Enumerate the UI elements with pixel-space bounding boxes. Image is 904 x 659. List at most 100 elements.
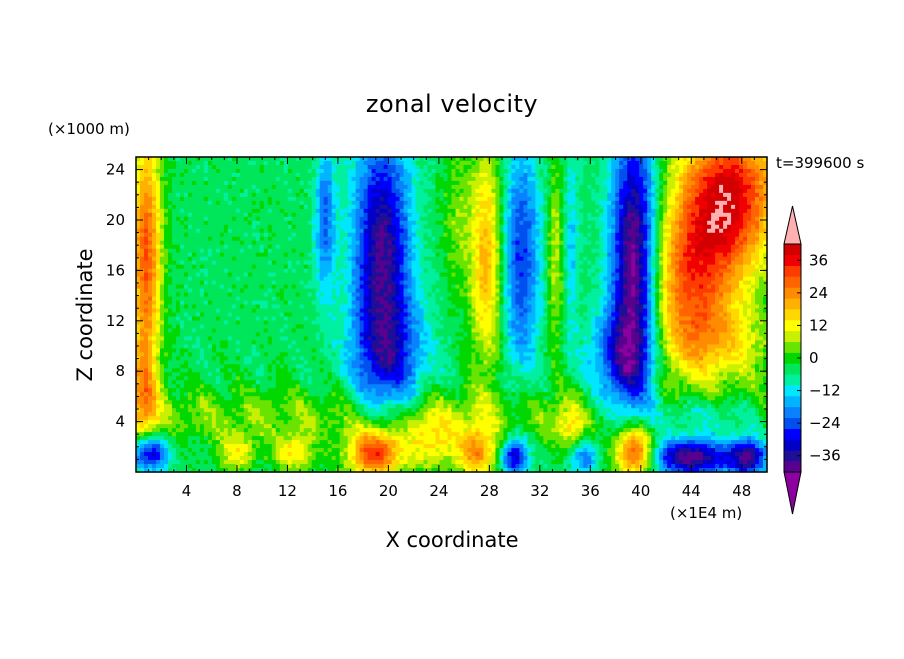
heatmap-cell [167, 160, 173, 166]
heatmap-cell [475, 208, 481, 214]
heatmap-cell [443, 248, 449, 254]
heatmap-cell [683, 232, 688, 238]
heatmap-cell [715, 200, 720, 206]
heatmap-cell [215, 216, 221, 222]
heatmap-cell [707, 180, 712, 186]
heatmap-cell [631, 180, 636, 186]
heatmap-cell [395, 248, 401, 254]
heatmap-cell [159, 176, 165, 182]
heatmap-cell [747, 252, 752, 258]
heatmap-cell [467, 164, 473, 170]
heatmap-cell [695, 164, 700, 170]
heatmap-cell [435, 276, 441, 282]
heatmap-cell [487, 212, 493, 218]
heatmap-cell [603, 212, 608, 218]
heatmap-cell [587, 168, 592, 174]
heatmap-cell [343, 176, 349, 182]
heatmap-cell [267, 164, 273, 170]
heatmap-cell [383, 268, 389, 274]
heatmap-cell [519, 264, 524, 270]
heatmap-cell [267, 196, 273, 202]
heatmap-cell [267, 252, 273, 258]
heatmap-cell [687, 204, 692, 210]
heatmap-cell [459, 248, 465, 254]
heatmap-cell [755, 232, 760, 238]
heatmap-cell [207, 216, 213, 222]
heatmap-cell [555, 216, 560, 222]
heatmap-cell [171, 244, 177, 250]
heatmap-cell [639, 200, 644, 206]
heatmap-cell [215, 268, 221, 274]
heatmap-cell [419, 168, 425, 174]
heatmap-cell [395, 236, 401, 242]
heatmap-cell [471, 260, 477, 266]
heatmap-cell [331, 204, 337, 210]
heatmap-cell [587, 204, 592, 210]
heatmap-cell [527, 232, 532, 238]
heatmap-cell [467, 204, 473, 210]
heatmap-cell [687, 248, 692, 254]
heatmap-cell [271, 280, 277, 286]
heatmap-cell [527, 268, 532, 274]
heatmap-cell [643, 172, 648, 178]
heatmap-cell [755, 192, 760, 198]
heatmap-cell [323, 168, 329, 174]
heatmap-cell [603, 172, 608, 178]
heatmap-cell [615, 172, 620, 178]
heatmap-cell [439, 208, 445, 214]
heatmap-cell [463, 252, 469, 258]
heatmap-cell [331, 264, 337, 270]
heatmap-cell [591, 256, 596, 262]
heatmap-cell [687, 268, 692, 274]
heatmap-cell [527, 252, 532, 258]
heatmap-cell [411, 172, 417, 178]
heatmap-cell [487, 232, 493, 238]
heatmap-cell [299, 280, 305, 286]
heatmap-cell [139, 248, 145, 254]
heatmap-cell [647, 200, 652, 206]
heatmap-cell [447, 184, 453, 190]
heatmap-cell [379, 276, 385, 282]
heatmap-cell [191, 160, 197, 166]
heatmap-cell [651, 192, 656, 198]
heatmap-cell [331, 260, 337, 266]
heatmap-cell [371, 240, 377, 246]
heatmap-cell [259, 188, 265, 194]
heatmap-cell [543, 192, 548, 198]
heatmap-cell [307, 280, 313, 286]
heatmap-cell [431, 192, 437, 198]
heatmap-cell [603, 157, 608, 162]
heatmap-cell [667, 180, 672, 186]
heatmap-cell [351, 216, 357, 222]
heatmap-cell [607, 200, 612, 206]
heatmap-cell [699, 216, 704, 222]
heatmap-cell [163, 164, 169, 170]
heatmap-cell [395, 160, 401, 166]
heatmap-cell [215, 212, 221, 218]
heatmap-cell [243, 184, 249, 190]
heatmap-cell [319, 268, 325, 274]
heatmap-cell [503, 236, 509, 242]
heatmap-cell [659, 160, 664, 166]
heatmap-cell [647, 232, 652, 238]
heatmap-cell [427, 164, 433, 170]
heatmap-cell [383, 192, 389, 198]
heatmap-cell [739, 192, 744, 198]
heatmap-cell [619, 264, 624, 270]
heatmap-cell [347, 252, 353, 258]
heatmap-cell [136, 196, 141, 202]
heatmap-cell [367, 192, 373, 198]
heatmap-cell [599, 260, 604, 266]
heatmap-cell [367, 157, 373, 162]
heatmap-cell [331, 180, 337, 186]
heatmap-cell [175, 252, 181, 258]
heatmap-cell [531, 232, 536, 238]
heatmap-cell [223, 228, 229, 234]
heatmap-cell [335, 232, 341, 238]
heatmap-cell [263, 280, 269, 286]
heatmap-cell [751, 260, 756, 266]
heatmap-cell [255, 160, 261, 166]
heatmap-cell [707, 264, 712, 270]
heatmap-cell [667, 172, 672, 178]
heatmap-cell [231, 260, 237, 266]
